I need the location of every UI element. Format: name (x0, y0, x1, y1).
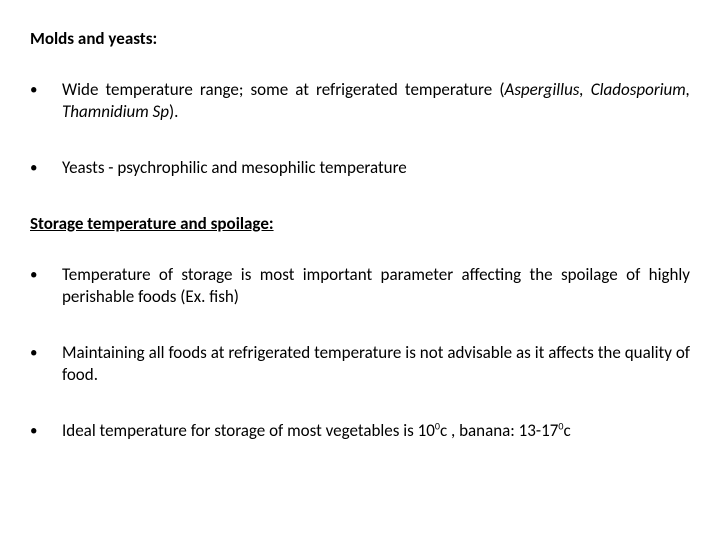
bullet-icon: • (30, 79, 62, 123)
text-run: ). (169, 101, 178, 122)
text-run: Wide temperature range; some at refriger… (62, 79, 504, 100)
text-run: c , banana: 13-17 (440, 420, 558, 441)
list-item-text: Yeasts - psychrophilic and mesophilic te… (62, 157, 690, 179)
text-run: Yeasts - psychrophilic and mesophilic te… (62, 157, 407, 178)
list-item-text: Ideal temperature for storage of most ve… (62, 420, 690, 442)
list-item: • Ideal temperature for storage of most … (30, 420, 690, 442)
list-item-text: Wide temperature range; some at refriger… (62, 79, 690, 123)
bullet-icon: • (30, 342, 62, 386)
text-run: Ideal temperature for storage of most ve… (62, 420, 435, 441)
list-item: • Maintaining all foods at refrigerated … (30, 342, 690, 386)
list-item: • Yeasts - psychrophilic and mesophilic … (30, 157, 690, 179)
slide-page: Molds and yeasts: • Wide temperature ran… (0, 0, 720, 442)
bullet-icon: • (30, 420, 62, 442)
list-item-text: Maintaining all foods at refrigerated te… (62, 342, 690, 386)
bullet-icon: • (30, 264, 62, 308)
section2-list: • Temperature of storage is most importa… (30, 264, 690, 442)
list-item: • Temperature of storage is most importa… (30, 264, 690, 308)
section1-title: Molds and yeasts: (30, 28, 690, 49)
section2-title: Storage temperature and spoilage: (30, 213, 690, 234)
list-item-text: Temperature of storage is most important… (62, 264, 690, 308)
section1-list: • Wide temperature range; some at refrig… (30, 79, 690, 179)
list-item: • Wide temperature range; some at refrig… (30, 79, 690, 123)
bullet-icon: • (30, 157, 62, 179)
text-run: c (563, 420, 570, 441)
